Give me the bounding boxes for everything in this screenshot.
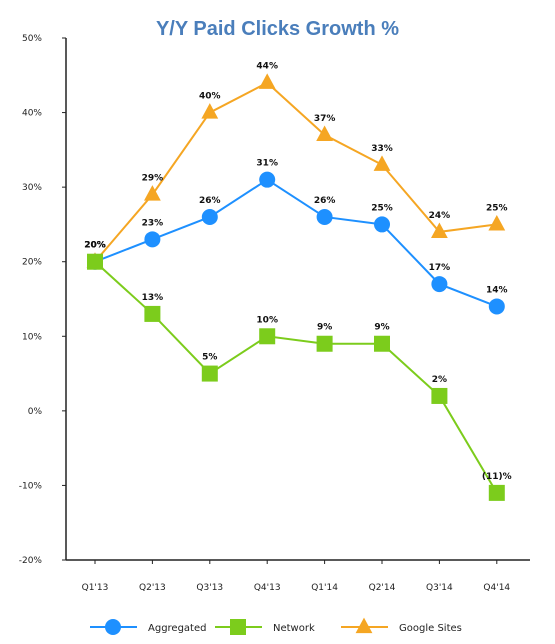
network-data-label: 13% — [142, 293, 164, 303]
x-tick-label: Q2'14 — [369, 583, 396, 593]
legend-marker — [230, 619, 246, 635]
y-tick-label: 20% — [22, 258, 42, 268]
google-sites-data-label: 24% — [429, 211, 451, 221]
x-axis-ticks: Q1'13 Q2'13 Q3'13 Q4'13 Q1'14 Q2'14 Q3'14 Q4'14 — [82, 560, 510, 593]
google-sites-data-label: 29% — [142, 174, 164, 184]
aggregated-point — [316, 208, 333, 225]
google-sites-point — [431, 222, 448, 238]
google-sites-point — [258, 73, 276, 89]
network-data-label: 20% — [84, 241, 106, 251]
google-sites-data-label: 25% — [486, 203, 508, 213]
x-tick-label: Q2'13 — [139, 583, 166, 593]
network-data-label: 9% — [374, 323, 389, 333]
y-tick-label: 30% — [22, 183, 42, 193]
legend-label: Google Sites — [399, 623, 462, 634]
network-point — [431, 387, 448, 404]
aggregated-point — [201, 208, 218, 225]
network-point — [144, 305, 161, 322]
y-tick-label: 0% — [28, 407, 43, 417]
aggregated-point — [144, 231, 161, 248]
y-tick-label: -20% — [19, 556, 43, 566]
x-tick-label: Q1'14 — [311, 583, 338, 593]
google-sites-point — [488, 215, 506, 231]
y-tick-label: 10% — [22, 332, 42, 342]
google-sites-point — [373, 155, 391, 171]
aggregated-data-label: 23% — [142, 218, 164, 228]
aggregated-data-label: 20% — [84, 241, 106, 251]
aggregated-data-label: 17% — [429, 263, 451, 273]
legend-marker — [105, 619, 121, 635]
network-line — [94, 260, 498, 494]
y-tick-label: 50% — [22, 34, 42, 44]
legend-item-aggregated: Aggregated — [90, 619, 206, 635]
network-data-label: (11)% — [482, 472, 512, 482]
aggregated-data-label: 25% — [371, 203, 393, 213]
chart-title: Y/Y Paid Clicks Growth % — [155, 18, 400, 40]
google-sites-data-label: 20% — [84, 241, 106, 251]
aggregated-data-label: 31% — [256, 159, 278, 169]
network-data-label: 10% — [256, 315, 278, 325]
google-sites-line — [94, 81, 497, 263]
aggregated-point — [259, 171, 276, 188]
x-tick-label: Q4'13 — [254, 583, 281, 593]
axes — [65, 38, 530, 561]
network-point — [201, 365, 218, 382]
google-sites-point — [144, 185, 161, 201]
aggregated-line — [94, 178, 498, 308]
aggregated-point — [374, 216, 390, 233]
google-sites-data-label: 40% — [199, 92, 221, 102]
aggregated-data-label: 26% — [314, 196, 336, 206]
legend-label: Aggregated — [148, 623, 206, 634]
y-tick-label: -10% — [19, 481, 43, 491]
network-data-label: 5% — [202, 353, 217, 363]
x-tick-label: Q3'13 — [196, 583, 223, 593]
data-labels: 20%23%26%31%26%25%17%14%20%13%5%10%9% 9%2… — [84, 62, 511, 482]
x-tick-label: Q4'14 — [483, 583, 510, 593]
network-point — [316, 335, 333, 352]
aggregated-point — [431, 276, 448, 293]
aggregated-data-label: 26% — [199, 196, 221, 206]
network-point — [259, 328, 276, 345]
google-sites-data-label: 33% — [371, 144, 393, 154]
legend-marker — [355, 617, 373, 634]
y-axis-ticks: -20% -10% 0% 10% 20% 30% 40% 50% — [19, 34, 66, 566]
series — [86, 73, 506, 501]
network-data-label: 9% — [317, 323, 332, 333]
network-point — [374, 335, 390, 352]
network-point — [87, 253, 103, 270]
google-sites-data-label: 44% — [256, 62, 278, 72]
google-sites-point — [201, 103, 219, 119]
aggregated-data-label: 14% — [486, 285, 508, 295]
legend: Aggregated Network Google Sites — [90, 617, 462, 635]
google-sites-data-label: 37% — [314, 114, 336, 124]
x-tick-label: Q1'13 — [82, 583, 109, 593]
google-sites-point — [316, 125, 333, 142]
legend-item-google-sites: Google Sites — [341, 617, 462, 634]
legend-label: Network — [273, 623, 315, 634]
legend-item-network: Network — [215, 619, 315, 635]
network-point — [488, 484, 505, 501]
y-tick-label: 40% — [22, 109, 42, 119]
network-data-label: 2% — [432, 375, 447, 385]
aggregated-point — [488, 298, 505, 315]
x-tick-label: Q3'14 — [426, 583, 453, 593]
